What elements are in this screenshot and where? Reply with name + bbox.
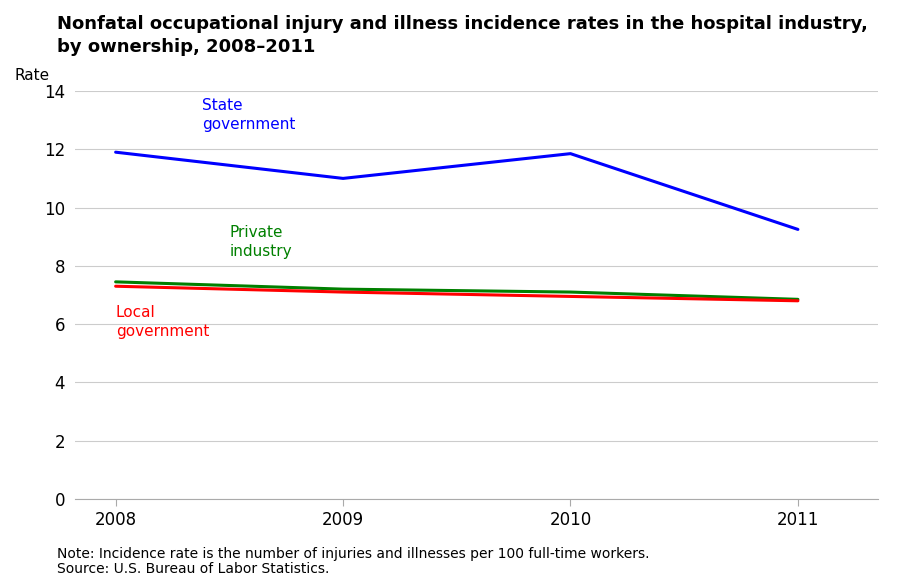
- Text: Note: Incidence rate is the number of injuries and illnesses per 100 full-time w: Note: Incidence rate is the number of in…: [57, 547, 649, 561]
- Text: Nonfatal occupational injury and illness incidence rates in the hospital industr: Nonfatal occupational injury and illness…: [57, 15, 868, 33]
- Text: Source: U.S. Bureau of Labor Statistics.: Source: U.S. Bureau of Labor Statistics.: [57, 562, 329, 576]
- Text: by ownership, 2008–2011: by ownership, 2008–2011: [57, 38, 315, 56]
- Text: Private
industry: Private industry: [230, 225, 292, 259]
- Text: Local
government: Local government: [115, 305, 209, 339]
- Text: Rate: Rate: [14, 68, 50, 83]
- Text: State
government: State government: [202, 98, 295, 133]
